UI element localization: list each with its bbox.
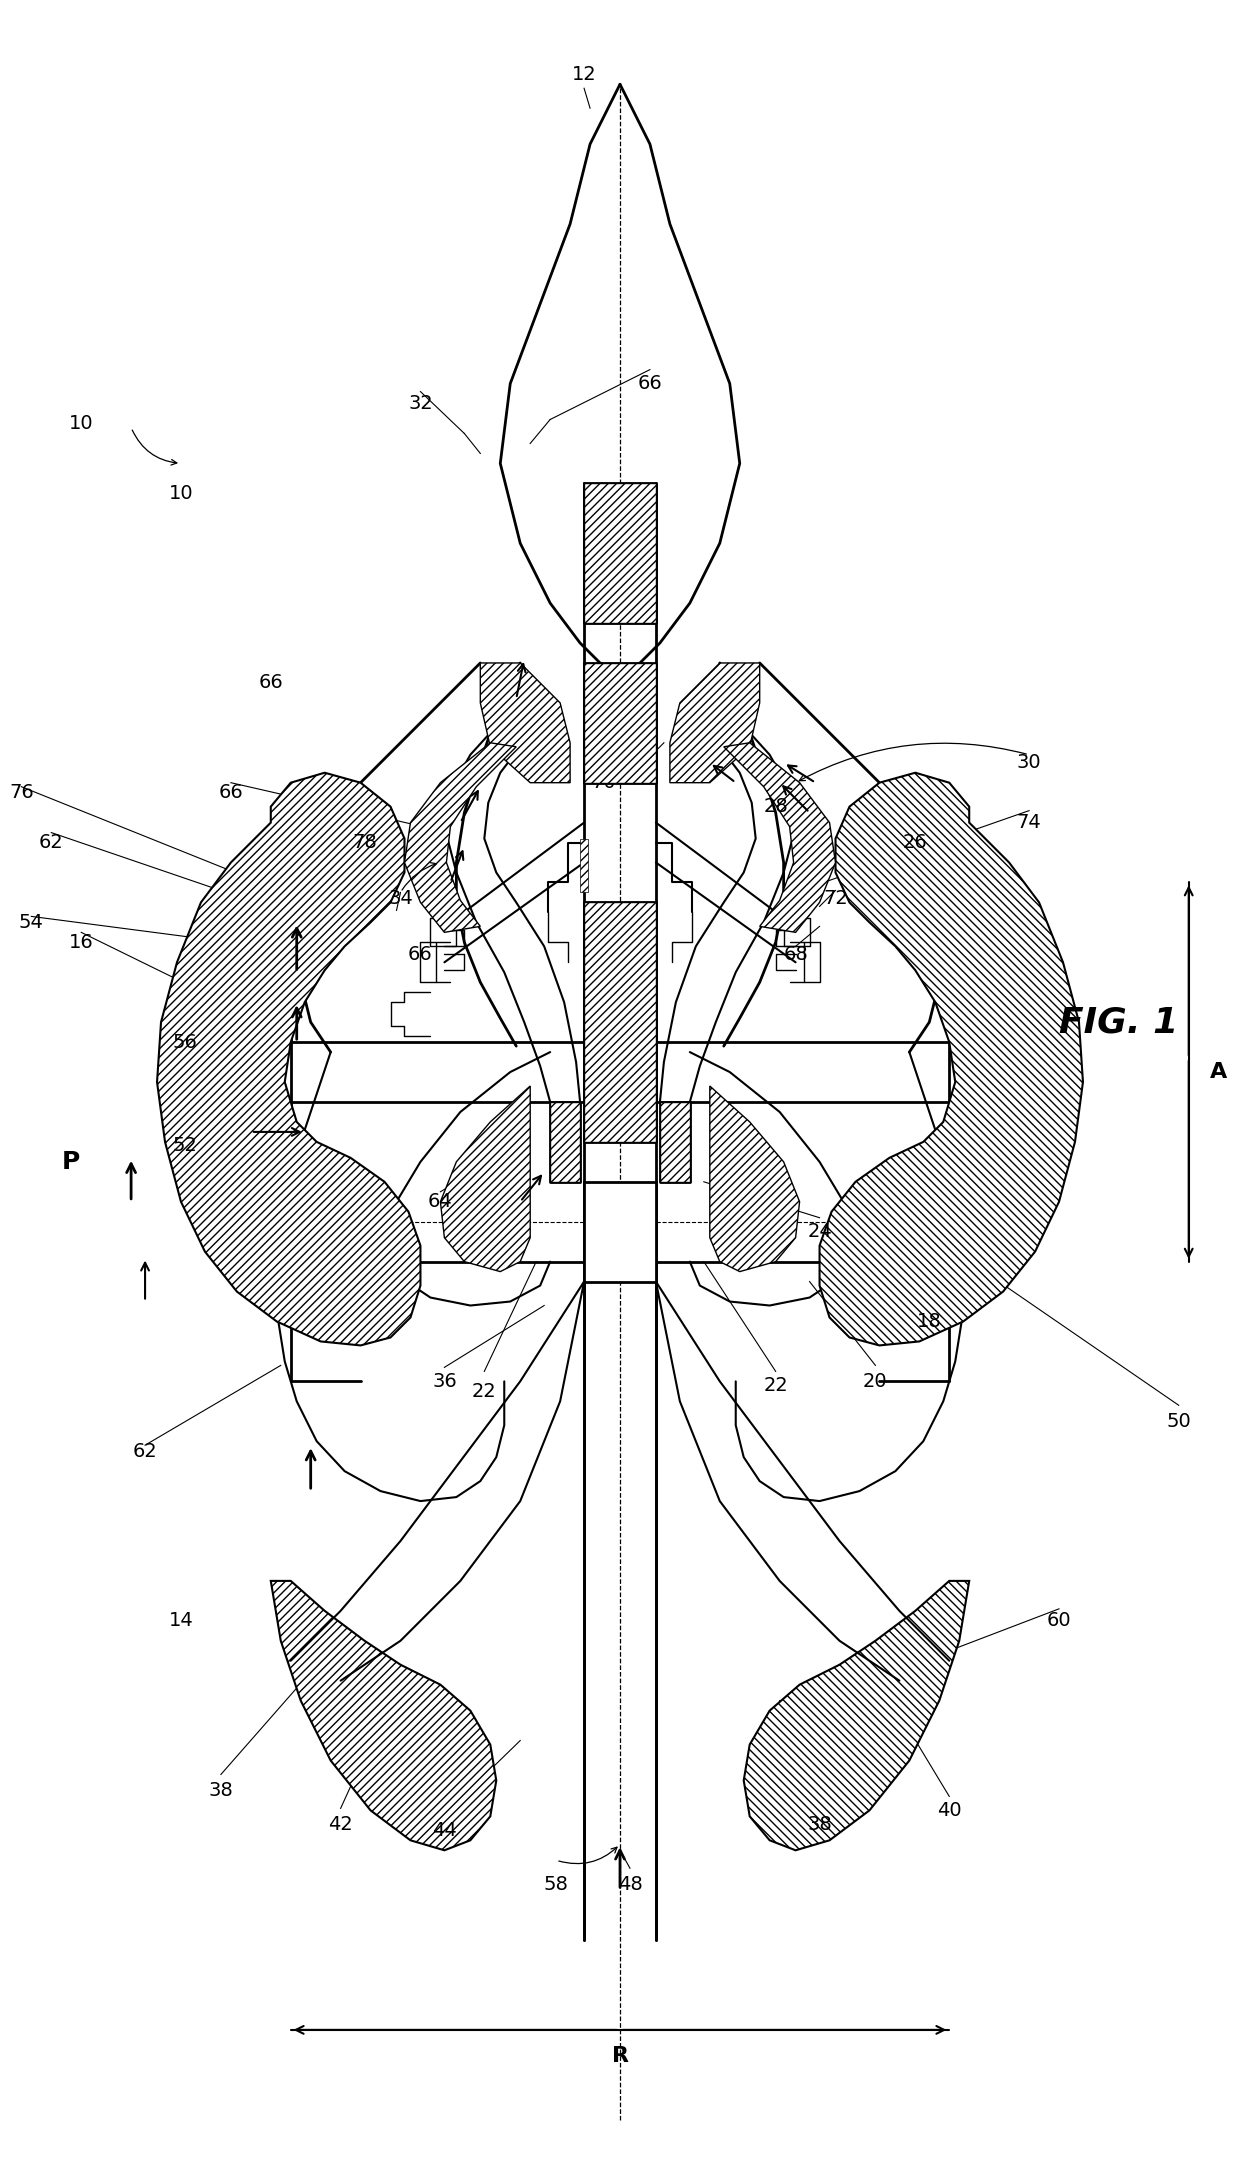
Text: 34: 34 bbox=[388, 888, 413, 908]
Text: P: P bbox=[62, 1150, 81, 1174]
Polygon shape bbox=[584, 663, 656, 783]
Text: 76: 76 bbox=[9, 783, 33, 803]
Text: 22: 22 bbox=[764, 1377, 789, 1394]
Text: 68: 68 bbox=[784, 945, 808, 964]
Polygon shape bbox=[580, 838, 588, 892]
Polygon shape bbox=[440, 1087, 531, 1272]
Text: 66: 66 bbox=[408, 945, 433, 964]
Text: 10: 10 bbox=[169, 484, 193, 502]
Polygon shape bbox=[820, 772, 1083, 1346]
Polygon shape bbox=[584, 1183, 656, 1281]
Text: 62: 62 bbox=[133, 1442, 157, 1460]
Text: 74: 74 bbox=[1017, 814, 1042, 831]
Text: 54: 54 bbox=[19, 912, 43, 932]
Text: 24: 24 bbox=[807, 1222, 832, 1242]
Polygon shape bbox=[480, 663, 570, 783]
Text: 16: 16 bbox=[69, 934, 93, 951]
Text: FIG. 1: FIG. 1 bbox=[1059, 1006, 1178, 1039]
Polygon shape bbox=[584, 484, 656, 624]
Polygon shape bbox=[724, 742, 836, 932]
Text: 36: 36 bbox=[432, 1372, 456, 1390]
Text: 38: 38 bbox=[208, 1781, 233, 1800]
Text: 22: 22 bbox=[472, 1381, 497, 1401]
Polygon shape bbox=[270, 1582, 496, 1850]
Text: 58: 58 bbox=[543, 1874, 569, 1894]
Polygon shape bbox=[670, 663, 760, 783]
Text: 40: 40 bbox=[937, 1800, 961, 1820]
Text: 44: 44 bbox=[432, 1820, 456, 1839]
Polygon shape bbox=[404, 742, 516, 932]
Text: 52: 52 bbox=[172, 1137, 197, 1156]
Text: 50: 50 bbox=[1167, 1412, 1192, 1431]
Text: R: R bbox=[611, 2047, 629, 2066]
Text: 14: 14 bbox=[169, 1610, 193, 1630]
Text: 42: 42 bbox=[329, 1815, 353, 1833]
Text: 62: 62 bbox=[38, 834, 63, 851]
Text: 66: 66 bbox=[637, 373, 662, 393]
Text: 26: 26 bbox=[903, 834, 928, 851]
Text: 78: 78 bbox=[352, 834, 377, 851]
Text: 20: 20 bbox=[863, 1372, 888, 1390]
Polygon shape bbox=[744, 1582, 970, 1850]
Text: 28: 28 bbox=[764, 796, 789, 816]
Text: 32: 32 bbox=[408, 395, 433, 412]
Polygon shape bbox=[584, 903, 656, 1141]
Text: 38: 38 bbox=[807, 1815, 832, 1833]
Text: A: A bbox=[1210, 1063, 1228, 1082]
Text: 70: 70 bbox=[591, 772, 616, 792]
Text: 64: 64 bbox=[428, 1191, 453, 1211]
Polygon shape bbox=[551, 1102, 580, 1183]
Text: 18: 18 bbox=[916, 1311, 941, 1331]
Text: 56: 56 bbox=[172, 1032, 197, 1052]
Text: 66: 66 bbox=[218, 783, 243, 803]
Text: 60: 60 bbox=[1047, 1610, 1071, 1630]
Text: 48: 48 bbox=[618, 1874, 642, 1894]
Text: 66: 66 bbox=[258, 674, 283, 692]
Polygon shape bbox=[660, 1102, 689, 1183]
Text: 10: 10 bbox=[69, 415, 93, 432]
Polygon shape bbox=[157, 772, 420, 1346]
Text: 12: 12 bbox=[572, 65, 596, 83]
Text: 30: 30 bbox=[1017, 753, 1042, 772]
Text: 72: 72 bbox=[823, 888, 848, 908]
Polygon shape bbox=[709, 1087, 800, 1272]
